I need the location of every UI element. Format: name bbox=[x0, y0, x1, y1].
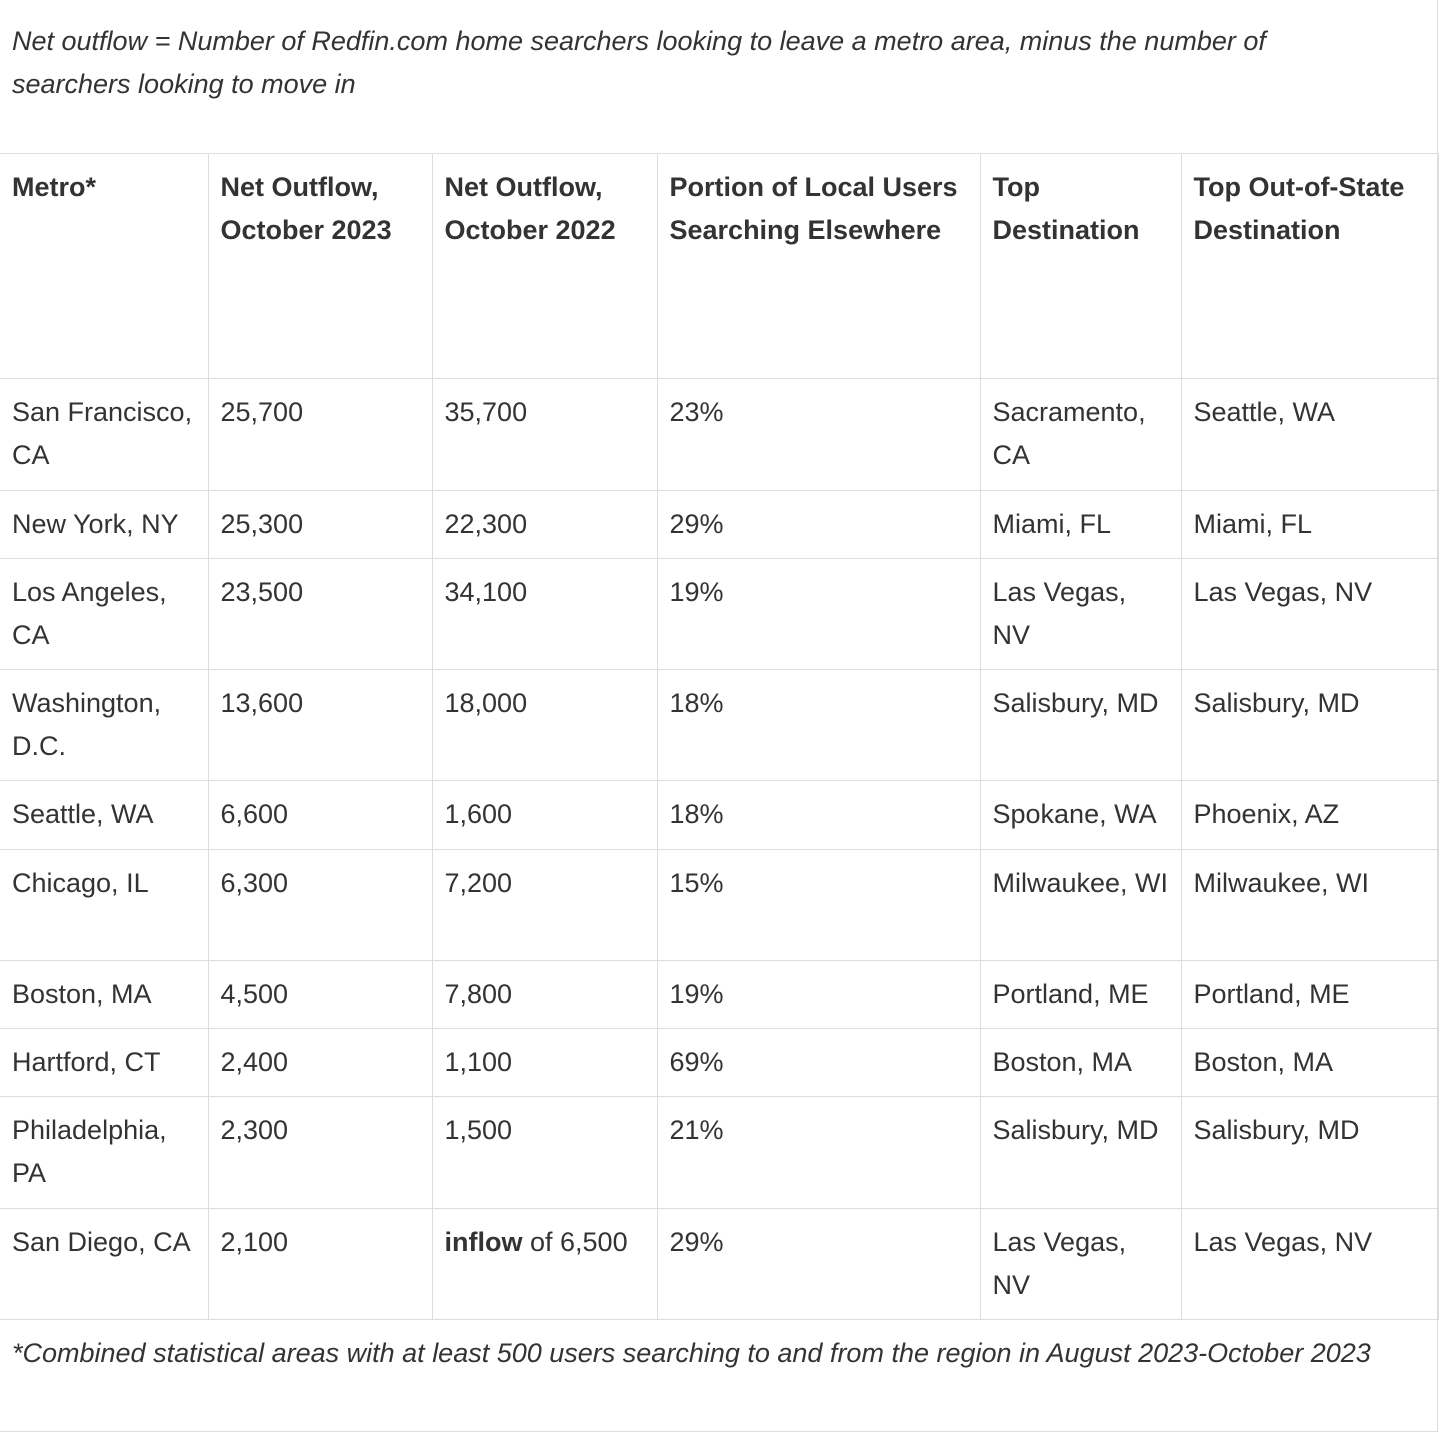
table: Metro* Net Outflow, October 2023 Net Outfl… bbox=[0, 153, 1439, 1320]
cell: Sacramento, CA bbox=[979, 378, 1182, 491]
cell: 35,700 bbox=[431, 378, 658, 491]
cell: 25,300 bbox=[207, 490, 433, 559]
cell: 2,300 bbox=[207, 1096, 433, 1209]
cell: 18% bbox=[656, 669, 981, 781]
cell: 2,400 bbox=[207, 1028, 433, 1097]
note: Net outflow = Number of Redfin.com home … bbox=[12, 26, 1266, 99]
cell: Miami, FL bbox=[979, 490, 1182, 559]
cell: Las Vegas, NV bbox=[1180, 1208, 1439, 1320]
cell: Milwaukee, WI bbox=[1180, 849, 1439, 961]
cell: 6,300 bbox=[207, 849, 433, 961]
cell: 2,100 bbox=[207, 1208, 433, 1320]
row: Washington, D.C. 13,600 18,000 18% Salisbury… bbox=[0, 669, 1439, 781]
header-cell: Net Outflow, October 2022 bbox=[431, 153, 658, 379]
row: Los Angeles, CA 23,500 34,100 19% Las Vegas,… bbox=[0, 558, 1439, 670]
cell: Phoenix, AZ bbox=[1180, 780, 1439, 850]
header-cell: Portion of Local Users Searching Elsewhe… bbox=[656, 153, 981, 379]
header-cell: Top Out-of-State Destination bbox=[1180, 153, 1439, 379]
cell: 1,500 bbox=[431, 1096, 658, 1209]
cell: Portland, ME bbox=[979, 960, 1182, 1029]
footnote: *Combined statistical areas with at leas… bbox=[12, 1338, 1371, 1368]
cell: 22,300 bbox=[431, 490, 658, 559]
row: Chicago, IL 6,300 7,200 15% Milwaukee, WI Mil… bbox=[0, 849, 1439, 961]
cell: 23,500 bbox=[207, 558, 433, 670]
cell: Salisbury, MD bbox=[1180, 669, 1439, 781]
cell: Las Vegas, NV bbox=[1180, 558, 1439, 670]
cell: San Francisco, CA bbox=[0, 378, 209, 491]
cell: 34,100 bbox=[431, 558, 658, 670]
row: New York, NY 25,300 22,300 29% Miami, FL Miam… bbox=[0, 490, 1439, 559]
cell: Philadelphia, PA bbox=[0, 1096, 209, 1209]
cell: 7,200 bbox=[431, 849, 658, 961]
cell: Salisbury, MD bbox=[979, 669, 1182, 781]
header-cell: Top Destination bbox=[979, 153, 1182, 379]
cell: 29% bbox=[656, 1208, 981, 1320]
cell: 1,100 bbox=[431, 1028, 658, 1097]
cell: Los Angeles, CA bbox=[0, 558, 209, 670]
row: San Francisco, CA 25,700 35,700 23% Sacramen… bbox=[0, 378, 1439, 491]
cell: San Diego, CA bbox=[0, 1208, 209, 1320]
cell: 1,600 bbox=[431, 780, 658, 850]
cell-text: of 6,500 bbox=[530, 1227, 628, 1257]
cell: New York, NY bbox=[0, 490, 209, 559]
cell: Hartford, CT bbox=[0, 1028, 209, 1097]
cell: Boston, MA bbox=[979, 1028, 1182, 1097]
cell: Miami, FL bbox=[1180, 490, 1439, 559]
header-cell: Metro* bbox=[0, 153, 209, 379]
cell: 69% bbox=[656, 1028, 981, 1097]
cell: 25,700 bbox=[207, 378, 433, 491]
cell: Milwaukee, WI bbox=[979, 849, 1182, 961]
cell: Las Vegas, NV bbox=[979, 558, 1182, 670]
cell: Las Vegas, NV bbox=[979, 1208, 1182, 1320]
cell: 7,800 bbox=[431, 960, 658, 1029]
cell: 18,000 bbox=[431, 669, 658, 781]
cell: Washington, D.C. bbox=[0, 669, 209, 781]
header-cell: Net Outflow, October 2023 bbox=[207, 153, 433, 379]
cell: Salisbury, MD bbox=[979, 1096, 1182, 1209]
cell: 19% bbox=[656, 558, 981, 670]
cell: Boston, MA bbox=[1180, 1028, 1439, 1097]
cell: 6,600 bbox=[207, 780, 433, 850]
cell: 15% bbox=[656, 849, 981, 961]
row: San Diego, CA 2,100 inflow of 6,500 29% Las … bbox=[0, 1208, 1439, 1320]
cell: Salisbury, MD bbox=[1180, 1096, 1439, 1209]
cell: Chicago, IL bbox=[0, 849, 209, 961]
cell: 19% bbox=[656, 960, 981, 1029]
cell: Seattle, WA bbox=[1180, 378, 1439, 491]
header-row: Metro* Net Outflow, October 2023 Net Outfl… bbox=[0, 153, 1439, 379]
cell: 18% bbox=[656, 780, 981, 850]
cell: inflow of 6,500 bbox=[431, 1208, 658, 1320]
cell: Boston, MA bbox=[0, 960, 209, 1029]
cell: Spokane, WA bbox=[979, 780, 1182, 850]
cell: 4,500 bbox=[207, 960, 433, 1029]
row: Boston, MA 4,500 7,800 19% Portland, ME Portl… bbox=[0, 960, 1439, 1029]
cell: 29% bbox=[656, 490, 981, 559]
row: Hartford, CT 2,400 1,100 69% Boston, MA Bosto… bbox=[0, 1028, 1439, 1097]
cell: 21% bbox=[656, 1096, 981, 1209]
cell: 23% bbox=[656, 378, 981, 491]
cell: Seattle, WA bbox=[0, 780, 209, 850]
cell-emphasis: inflow bbox=[444, 1227, 523, 1257]
row: Philadelphia, PA 2,300 1,500 21% Salisbury, … bbox=[0, 1096, 1439, 1209]
row: Seattle, WA 6,600 1,600 18% Spokane, WA Phoen… bbox=[0, 780, 1439, 850]
cell: Portland, ME bbox=[1180, 960, 1439, 1029]
cell: 13,600 bbox=[207, 669, 433, 781]
